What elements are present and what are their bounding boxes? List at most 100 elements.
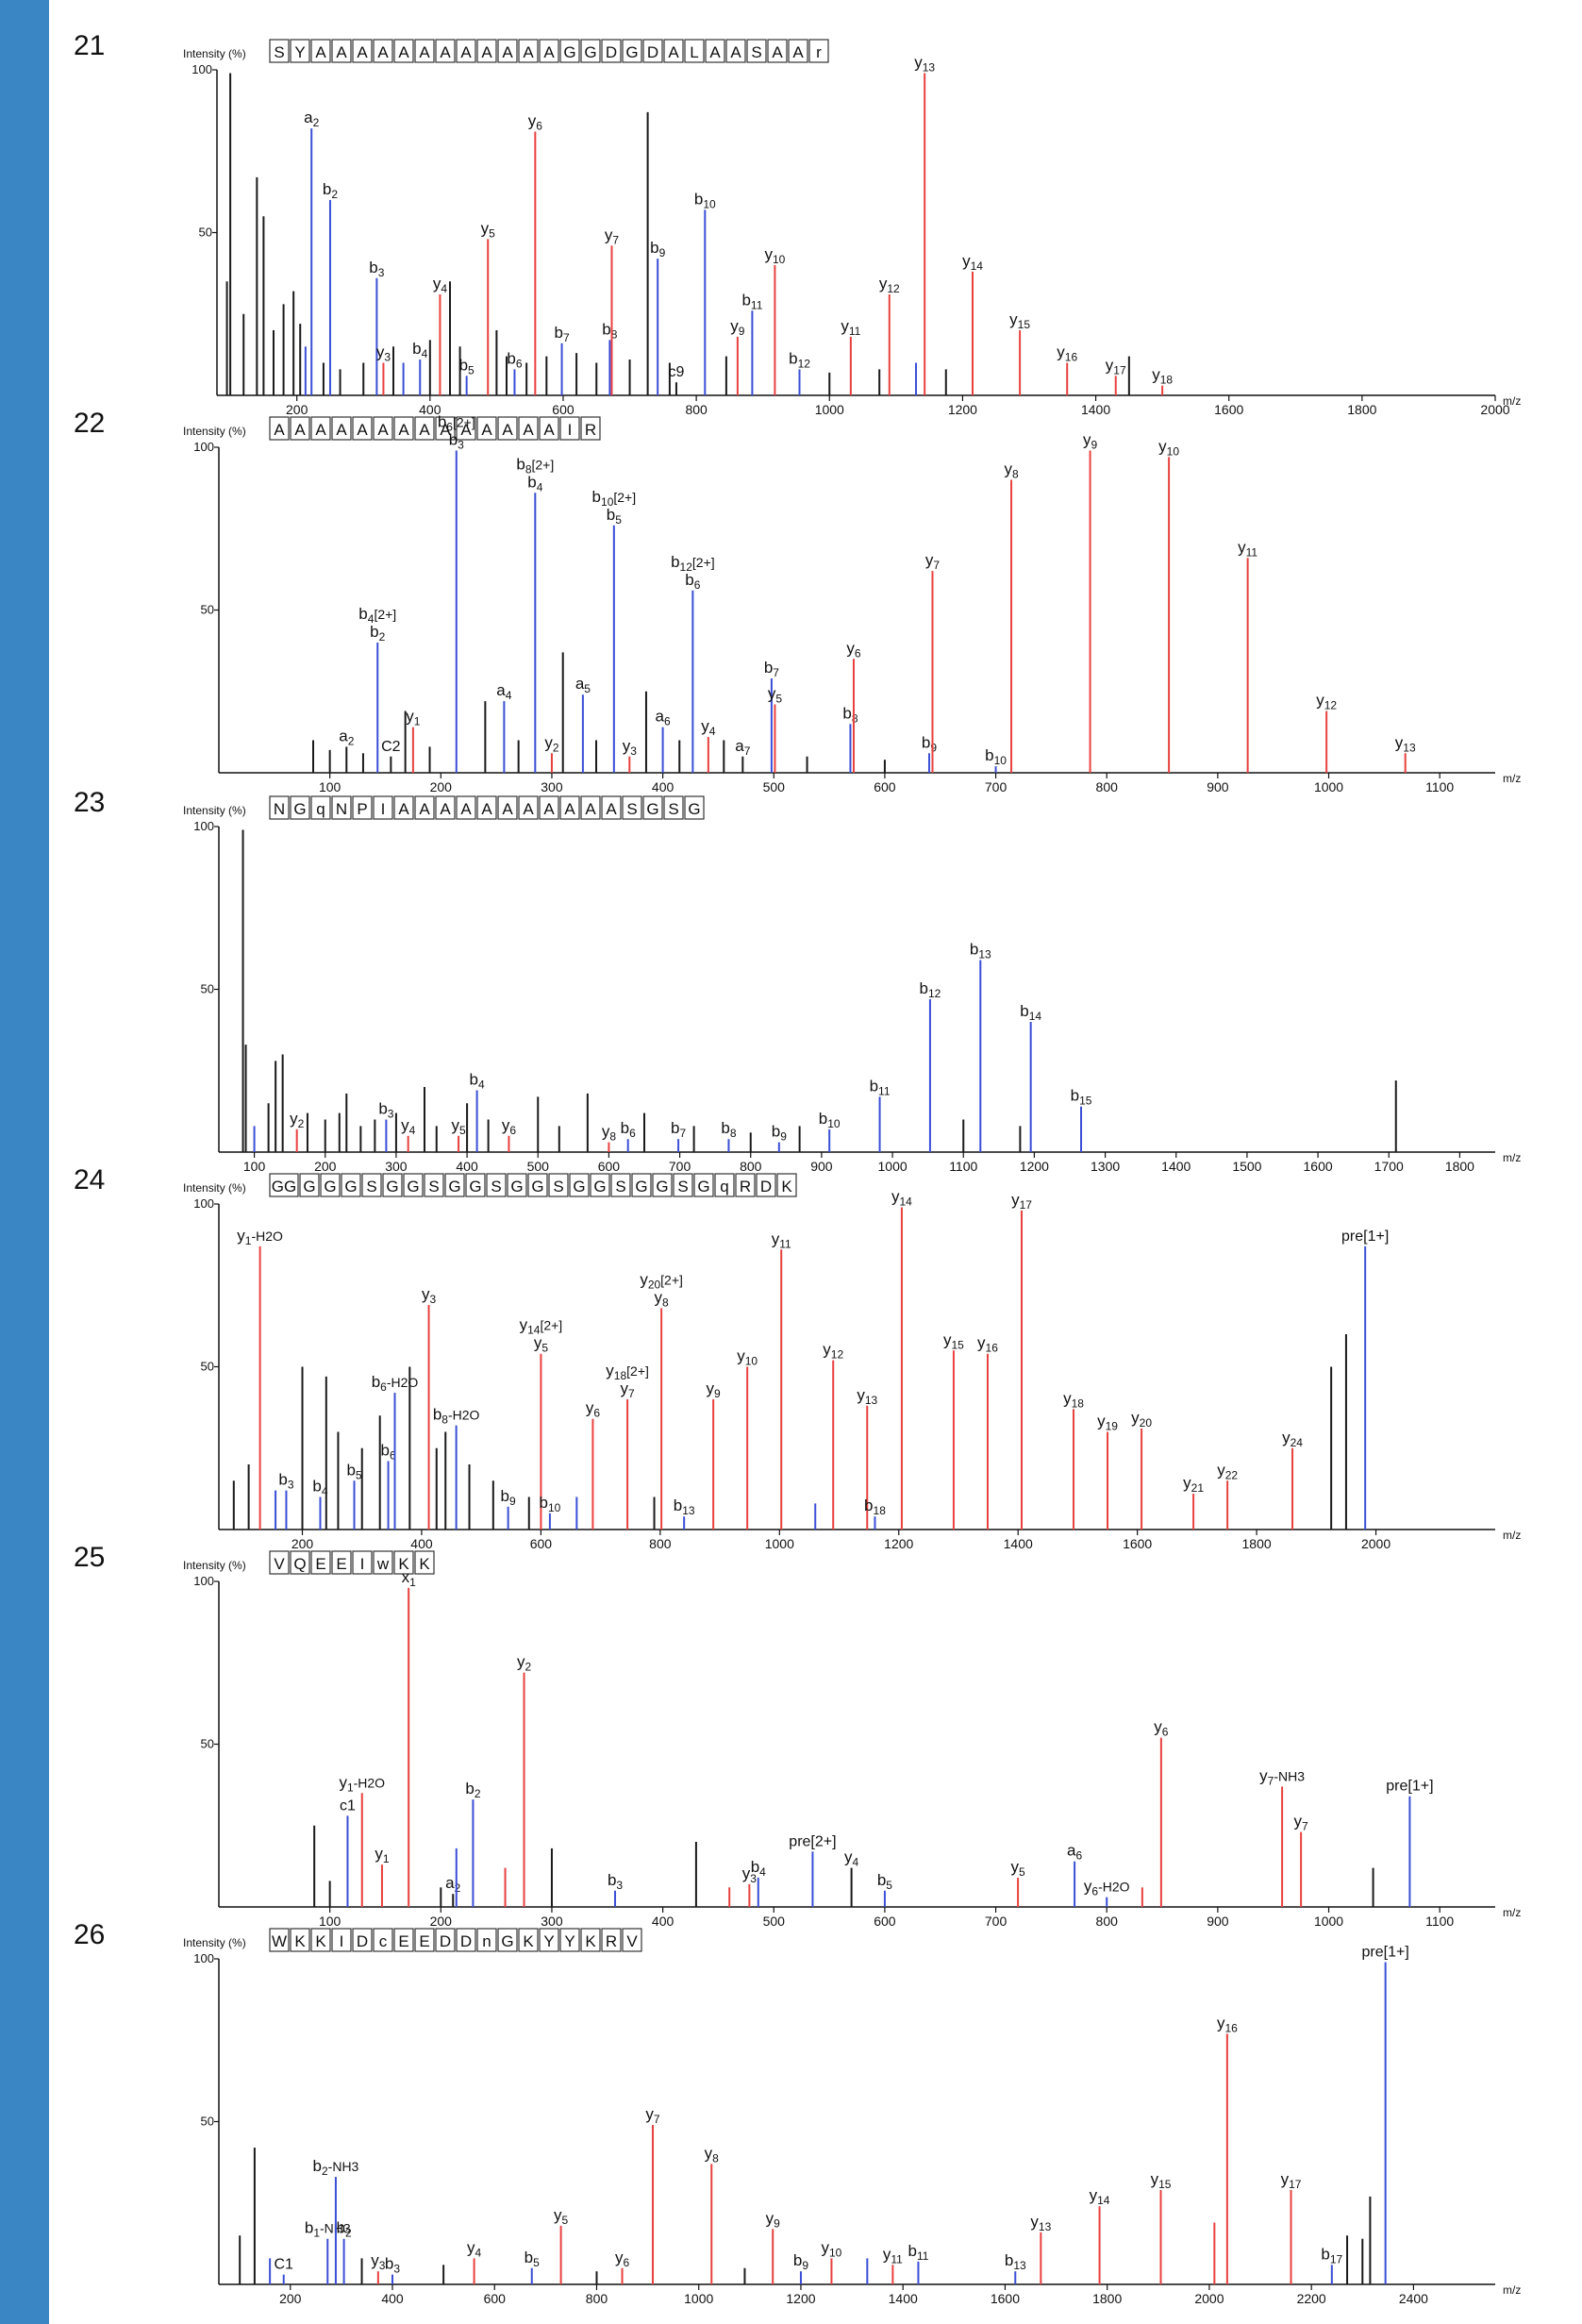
peak-label: b5 <box>607 506 622 527</box>
residue-box <box>476 795 497 820</box>
peak-label: b12 <box>920 979 941 1000</box>
residue: L <box>690 43 698 61</box>
residue-box <box>299 1173 320 1197</box>
x-tick-label: 400 <box>419 402 441 417</box>
x-tick-label: 900 <box>1207 779 1229 794</box>
residue-box <box>497 416 518 441</box>
y-axis-label: Intensity (%) <box>183 804 246 817</box>
peak-label: y20 <box>1131 1409 1152 1430</box>
residue: A <box>564 800 575 818</box>
residue: A <box>543 43 555 61</box>
peak-label: b3 <box>608 1871 623 1892</box>
residue: A <box>315 43 326 61</box>
x-tick-label: 100 <box>243 1159 266 1174</box>
residue: A <box>419 800 430 818</box>
x-tick-label: 800 <box>740 1159 762 1174</box>
residue-box <box>559 1928 580 1952</box>
residue: A <box>543 800 555 818</box>
peak-label: b12[2+] <box>671 553 715 574</box>
residue: A <box>398 43 409 61</box>
x-axis-label: m/z <box>1503 1529 1521 1542</box>
residue-box <box>393 795 414 820</box>
peak-label: b18 <box>864 1496 886 1517</box>
x-axis-label: m/z <box>1503 1906 1521 1919</box>
peak-label: y14[2+] <box>520 1316 563 1337</box>
x-tick-label: 700 <box>985 1914 1007 1929</box>
residue: G <box>531 1178 543 1195</box>
peak-label: b10 <box>985 746 1007 767</box>
peak-label: y1-H2O <box>237 1227 283 1247</box>
residue: I <box>381 800 386 818</box>
residue-box <box>507 1173 527 1197</box>
x-tick-label: 1500 <box>1232 1159 1261 1174</box>
spectra-panel <box>49 0 1582 2324</box>
residue: D <box>357 1932 368 1950</box>
residue: G <box>510 1178 523 1195</box>
x-tick-label: 1000 <box>684 2291 713 2306</box>
x-tick-label: 600 <box>598 1159 621 1174</box>
peak-label: y6-H2O <box>1084 1878 1130 1898</box>
peak-label: pre[1+] <box>1341 1229 1389 1245</box>
peak-label: b4 <box>312 1478 327 1498</box>
residue: I <box>568 421 573 439</box>
residue: A <box>460 800 472 818</box>
x-tick-label: 1000 <box>815 402 844 417</box>
x-axis-label: m/z <box>1503 772 1521 785</box>
residue: D <box>460 1932 472 1950</box>
residue: K <box>419 1555 430 1573</box>
x-tick-label: 1100 <box>949 1159 977 1174</box>
x-tick-label: 200 <box>286 402 308 417</box>
y-tick-label: 100 <box>193 1574 214 1588</box>
y-axis-label: Intensity (%) <box>183 1181 246 1195</box>
peak-label: pre[1+] <box>1362 1944 1409 1960</box>
x-tick-label: 600 <box>552 402 575 417</box>
peak-label: y5 <box>481 219 496 240</box>
residue-box <box>622 1928 642 1952</box>
peak-label: C1 <box>275 2257 294 2273</box>
x-tick-label: 1100 <box>1425 1914 1454 1929</box>
x-tick-label: 1400 <box>1161 1159 1191 1174</box>
residue: G <box>407 1178 419 1195</box>
residue: G <box>584 43 596 61</box>
residue: I <box>340 1932 344 1950</box>
sidebar-strip <box>0 0 49 2324</box>
residue-box <box>590 1173 610 1197</box>
peak-label: pre[1+] <box>1386 1779 1433 1795</box>
x-tick-label: 1800 <box>1445 1159 1474 1174</box>
residue-box <box>269 1928 290 1952</box>
peak-label: y2 <box>290 1110 305 1130</box>
residue: G <box>386 1178 398 1195</box>
x-tick-label: 800 <box>586 2291 608 2306</box>
residue: A <box>398 800 409 818</box>
peak-label: y7 <box>620 1379 635 1400</box>
x-tick-label: 1600 <box>1123 1536 1152 1551</box>
residue: A <box>481 43 492 61</box>
peak-label: a6 <box>656 708 671 728</box>
peak-label: y11 <box>1238 538 1257 559</box>
x-tick-label: 800 <box>649 1536 672 1551</box>
residue: w <box>376 1555 390 1573</box>
residue: A <box>502 800 513 818</box>
peak-label: y10 <box>737 1347 758 1368</box>
y-tick-label: 100 <box>193 1196 214 1211</box>
residue-box <box>435 795 456 820</box>
x-tick-label: 700 <box>669 1159 691 1174</box>
residue-box <box>373 1550 393 1575</box>
x-tick-label: 1800 <box>1347 402 1376 417</box>
x-tick-label: 800 <box>685 402 708 417</box>
residue-box <box>808 39 829 63</box>
residue-box <box>539 1928 559 1952</box>
residue: A <box>419 421 430 439</box>
peak-label: y6 <box>615 2249 630 2269</box>
peak-label: y4 <box>701 717 716 738</box>
peak-label: y11 <box>772 1229 791 1250</box>
x-tick-label: 900 <box>810 1159 833 1174</box>
x-tick-label: 200 <box>430 779 453 794</box>
residue-box <box>290 39 310 63</box>
residue: K <box>315 1932 326 1950</box>
peak-label: b6-H2O <box>372 1373 419 1394</box>
residue: G <box>303 1178 315 1195</box>
